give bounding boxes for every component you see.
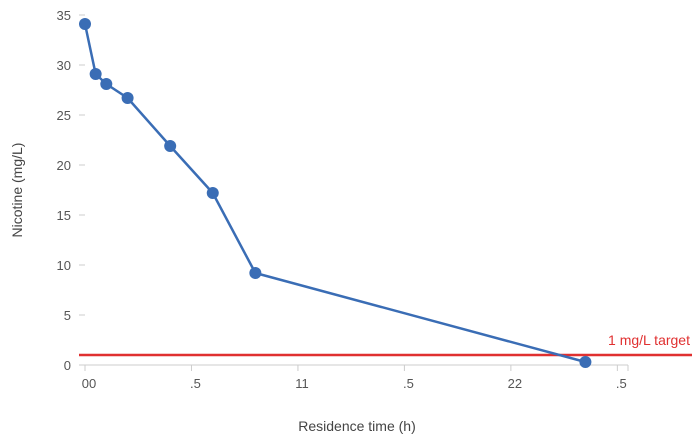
- y-tick-label: 15: [57, 208, 71, 223]
- y-axis: 0 5 10 15 20 25 30 35: [57, 8, 85, 373]
- reference-line-label: 1 mg/L target: [608, 332, 690, 348]
- y-tick-label: 20: [57, 158, 71, 173]
- y-tick-label: 5: [64, 308, 71, 323]
- y-tick-label: 25: [57, 108, 71, 123]
- data-point: [89, 68, 102, 80]
- x-tick-label: .5: [403, 376, 414, 391]
- y-tick-label: 30: [57, 58, 71, 73]
- y-tick-label: 35: [57, 8, 71, 23]
- y-axis-title: Nicotine (mg/L): [9, 143, 25, 238]
- data-point: [121, 92, 134, 104]
- x-tick-label: 22: [508, 376, 522, 391]
- data-point: [206, 187, 219, 199]
- x-tick-label: .5: [190, 376, 201, 391]
- y-tick-label: 0: [64, 358, 71, 373]
- x-axis: 00 .5 11 .5 22 .5: [82, 364, 629, 391]
- data-point: [164, 140, 177, 152]
- series-line: [83, 23, 586, 364]
- data-point: [579, 356, 592, 368]
- reference-line-group: 1 mg/L target: [79, 332, 692, 357]
- x-tick-label: .5: [616, 376, 627, 391]
- y-tick-label: 10: [57, 258, 71, 273]
- x-tick-label: 11: [295, 376, 309, 391]
- data-point: [100, 78, 113, 90]
- x-axis-title: Residence time (h): [298, 418, 416, 434]
- series-group: [79, 18, 592, 368]
- data-point: [79, 18, 91, 30]
- data-point: [249, 267, 262, 279]
- x-tick-label: 00: [82, 376, 96, 391]
